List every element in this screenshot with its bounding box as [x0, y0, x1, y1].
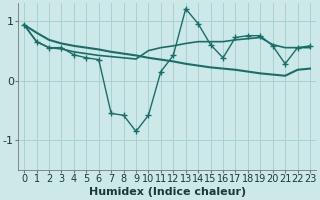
X-axis label: Humidex (Indice chaleur): Humidex (Indice chaleur): [89, 187, 246, 197]
